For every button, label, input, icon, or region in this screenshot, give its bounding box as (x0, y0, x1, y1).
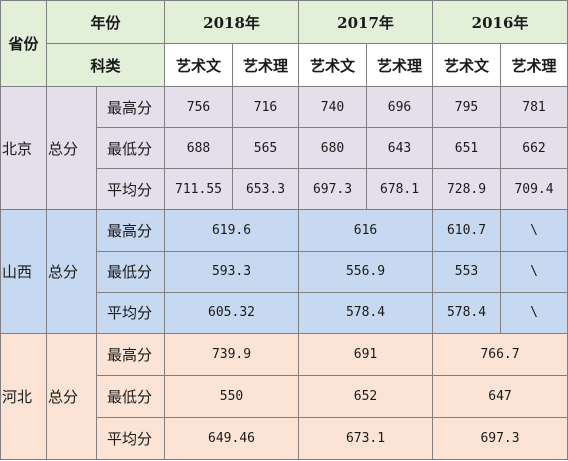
header-year: 年份 (45, 0, 166, 45)
shanxi-row-max: 山西 总分 最高分 619.6 616 610.7 \ (0, 209, 568, 334)
table-cell: 756 (164, 86, 234, 129)
table-cell: 696 (366, 86, 434, 129)
table-cell: 565 (232, 127, 300, 170)
table-cell: 795 (432, 86, 502, 129)
table-cell: 766.7 (432, 332, 568, 376)
header-2018-arts: 艺术文 (164, 43, 234, 88)
table-cell: 647 (432, 374, 568, 418)
table-cell: 662 (500, 127, 568, 170)
header-row-categories: 科类 艺术文 艺术理 艺术文 艺术理 艺术文 艺术理 (1, 43, 568, 88)
beijing-type: 总分 (46, 86, 97, 211)
table-cell: 610.7 (432, 209, 502, 252)
table-cell: 673.1 (298, 416, 434, 461)
row-label: 平均分 (95, 291, 166, 334)
table-cell: 691 (298, 332, 434, 376)
table-cell: 643 (366, 127, 434, 170)
header-province: 省份 (0, 0, 47, 88)
table-cell: 556.9 (298, 250, 434, 293)
table-cell: 740 (298, 86, 368, 129)
province-beijing: 北京 (0, 86, 47, 211)
table-cell: 619.6 (164, 209, 300, 252)
table-cell: 578.4 (432, 291, 502, 334)
province-shanxi: 山西 (0, 209, 47, 334)
hebei-row-max: 河北 总分 最高分 739.9 691 766.7 (0, 332, 568, 461)
table-cell: 716 (232, 86, 300, 129)
row-label: 最高分 (95, 209, 166, 252)
header-year-2016: 2016年 (432, 0, 568, 45)
table-cell: 781 (500, 86, 568, 129)
table-cell: \ (500, 250, 568, 293)
table-cell: 593.3 (164, 250, 300, 293)
table-cell: 697.3 (432, 416, 568, 461)
header-2016-sci: 艺术理 (500, 43, 568, 88)
row-label: 最高分 (95, 332, 166, 376)
shanxi-type: 总分 (46, 209, 97, 334)
header-year-2017: 2017年 (298, 0, 434, 45)
header-category: 科类 (45, 43, 166, 88)
table-cell: \ (500, 209, 568, 252)
header-2017-arts: 艺术文 (298, 43, 368, 88)
hebei-type: 总分 (46, 332, 97, 461)
row-label: 最低分 (95, 374, 166, 418)
table-cell: \ (500, 291, 568, 334)
header-2017-sci: 艺术理 (366, 43, 434, 88)
row-label: 平均分 (95, 416, 166, 461)
row-label: 最高分 (95, 86, 166, 129)
table-cell: 652 (298, 374, 434, 418)
table-cell: 697.3 (298, 168, 368, 211)
table-cell: 709.4 (500, 168, 568, 211)
header-row-years: 省份 年份 2018年 2017年 2016年 (0, 0, 568, 88)
header-2018-sci: 艺术理 (232, 43, 300, 88)
table-cell: 678.1 (366, 168, 434, 211)
row-label: 最低分 (95, 250, 166, 293)
table-cell: 680 (298, 127, 368, 170)
table-cell: 605.32 (164, 291, 300, 334)
table-cell: 711.55 (164, 168, 234, 211)
table-cell: 578.4 (298, 291, 434, 334)
beijing-row-min: 最低分 688 565 680 643 651 662 (0, 127, 568, 170)
table-cell: 553 (432, 250, 502, 293)
row-label: 最低分 (95, 127, 166, 170)
header-2016-arts: 艺术文 (432, 43, 502, 88)
province-hebei: 河北 (0, 332, 47, 461)
table-cell: 651 (432, 127, 502, 170)
table-cell: 688 (164, 127, 234, 170)
header-year-2018: 2018年 (164, 0, 300, 45)
table-cell: 616 (298, 209, 434, 252)
row-label: 平均分 (95, 168, 166, 211)
hebei-row-avg: 平均分 649.46 673.1 697.3 (0, 416, 568, 461)
table-cell: 739.9 (164, 332, 300, 376)
beijing-row-max: 北京 总分 最高分 756 716 740 696 795 781 (0, 86, 568, 211)
table-cell: 550 (164, 374, 300, 418)
table-cell: 728.9 (432, 168, 502, 211)
table-cell: 653.3 (232, 168, 300, 211)
table-cell: 649.46 (164, 416, 300, 461)
